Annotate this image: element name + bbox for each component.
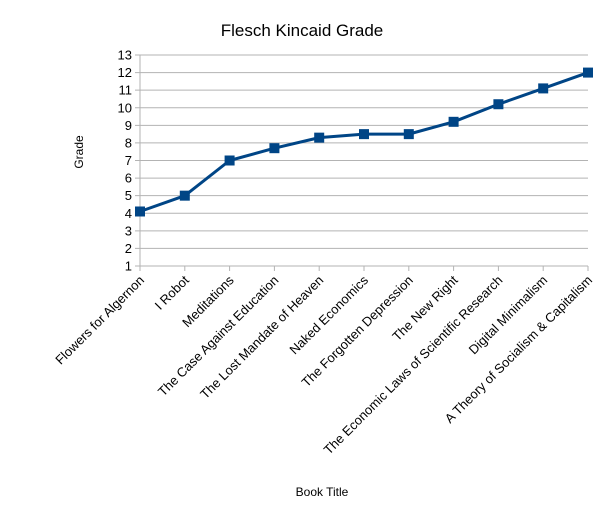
y-axis-label: Grade (72, 135, 86, 169)
y-tick-label: 5 (125, 188, 132, 203)
gridlines (135, 54, 588, 267)
x-axis-ticks: Flowers for Algernon I RobotMeditationsTh… (52, 266, 595, 457)
series-group (135, 67, 593, 217)
y-tick-label: 6 (125, 171, 132, 186)
data-point (359, 129, 369, 140)
y-tick-label: 7 (125, 153, 132, 168)
data-point (538, 83, 549, 94)
x-tick-label: Digital Minimalism (466, 273, 551, 358)
x-tick-label: Naked Economics (286, 272, 371, 357)
data-point (135, 206, 145, 217)
y-tick-label: 12 (118, 65, 132, 80)
y-tick-label: 8 (125, 135, 132, 150)
chart-title: Flesch Kincaid Grade (221, 21, 384, 40)
y-tick-label: 3 (125, 223, 132, 238)
data-point (448, 116, 459, 127)
x-tick-label: Flowers for Algernon (52, 273, 147, 368)
y-tick-label: 13 (118, 48, 132, 63)
data-point (269, 143, 280, 154)
y-tick-label: 11 (119, 83, 133, 98)
y-tick-label: 1 (125, 259, 132, 274)
data-point (179, 190, 190, 201)
y-tick-label: 9 (125, 118, 132, 133)
y-tick-label: 4 (125, 206, 132, 221)
data-point (583, 67, 593, 78)
data-point (224, 155, 235, 166)
data-point (314, 132, 325, 143)
y-tick-label: 10 (118, 100, 132, 115)
data-point (493, 99, 504, 110)
y-tick-label: 2 (125, 241, 132, 256)
series-line (138, 71, 590, 213)
x-axis-label: Book Title (296, 485, 349, 499)
data-point (403, 129, 414, 140)
x-tick-label: I Robot (152, 272, 193, 313)
